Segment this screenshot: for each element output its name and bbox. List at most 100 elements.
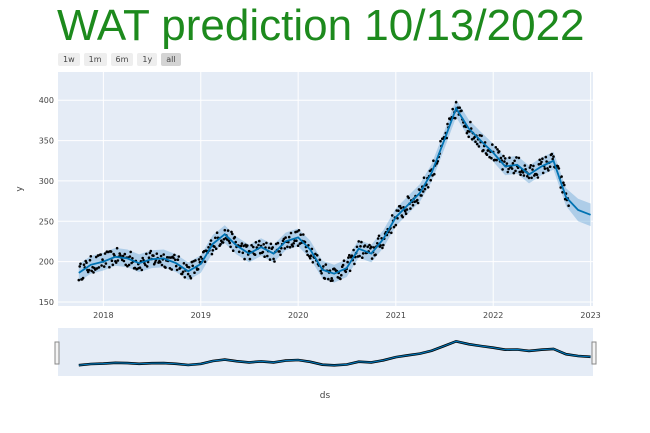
observed-point — [122, 259, 126, 263]
observed-point — [164, 266, 167, 269]
observed-point — [226, 229, 230, 232]
observed-point — [429, 178, 433, 182]
observed-point — [253, 253, 257, 256]
observed-point — [138, 266, 142, 270]
observed-point — [456, 106, 460, 109]
observed-point — [495, 158, 498, 162]
range-button-1y[interactable]: 1y — [137, 53, 158, 66]
observed-point — [211, 249, 215, 252]
observed-point — [474, 140, 477, 143]
observed-point — [197, 258, 201, 261]
observed-point — [460, 109, 463, 112]
observed-point — [119, 254, 122, 257]
x-tick-label: 2021 — [386, 311, 406, 320]
observed-point — [562, 181, 565, 184]
range-button-1m[interactable]: 1m — [83, 53, 107, 66]
observed-point — [115, 246, 119, 250]
y-tick-label: 400 — [39, 96, 54, 105]
range-slider[interactable] — [58, 328, 593, 376]
observed-point — [374, 253, 377, 256]
observed-point — [532, 164, 535, 168]
observed-point — [82, 263, 86, 267]
observed-point — [78, 265, 81, 268]
observed-point — [546, 167, 549, 170]
range-button-6m[interactable]: 6m — [110, 53, 134, 66]
observed-point — [108, 265, 111, 269]
observed-point — [129, 250, 132, 254]
observed-point — [490, 156, 493, 160]
observed-point — [315, 254, 319, 257]
range-button-all[interactable]: all — [161, 53, 181, 66]
observed-point — [454, 100, 458, 104]
observed-point — [176, 258, 180, 262]
observed-point — [538, 158, 541, 162]
observed-point — [359, 245, 362, 248]
observed-point — [407, 196, 411, 200]
observed-point — [423, 187, 427, 191]
observed-point — [390, 214, 394, 217]
observed-point — [420, 194, 423, 197]
observed-point — [421, 190, 425, 193]
observed-point — [153, 261, 157, 264]
observed-point — [103, 252, 107, 255]
observed-point — [318, 258, 322, 262]
observed-point — [399, 206, 403, 210]
observed-point — [99, 253, 102, 256]
observed-point — [97, 266, 101, 269]
observed-point — [288, 245, 292, 249]
observed-point — [517, 156, 521, 160]
observed-point — [241, 251, 245, 255]
observed-point — [506, 170, 510, 174]
observed-point — [401, 215, 405, 219]
observed-point — [289, 231, 293, 235]
observed-point — [341, 263, 345, 267]
observed-point — [340, 273, 343, 277]
observed-point — [475, 142, 479, 146]
observed-point — [250, 244, 253, 247]
observed-point — [155, 252, 159, 255]
observed-point — [140, 268, 144, 272]
observed-point — [482, 148, 485, 152]
observed-point — [257, 243, 260, 247]
observed-point — [363, 244, 367, 247]
observed-point — [292, 242, 296, 245]
observed-point — [541, 157, 544, 160]
range-slider-right-handle[interactable] — [591, 341, 597, 365]
observed-point — [433, 172, 436, 176]
observed-point — [394, 223, 398, 227]
observed-point — [531, 168, 534, 171]
observed-point — [426, 186, 430, 189]
observed-point — [405, 208, 409, 211]
observed-point — [79, 262, 82, 266]
observed-point — [88, 258, 92, 262]
observed-point — [124, 263, 127, 267]
y-tick-label: 200 — [39, 258, 54, 267]
observed-point — [485, 153, 489, 156]
observed-point — [511, 162, 515, 165]
observed-point — [174, 264, 178, 268]
observed-point — [370, 257, 374, 260]
observed-point — [416, 201, 420, 205]
observed-point — [469, 120, 472, 124]
observed-point — [422, 176, 426, 179]
observed-point — [536, 176, 540, 179]
observed-point — [219, 243, 222, 246]
observed-point — [240, 242, 244, 245]
observed-point — [170, 268, 173, 271]
observed-point — [287, 235, 291, 239]
observed-point — [439, 139, 442, 143]
observed-point — [523, 164, 527, 167]
observed-point — [237, 250, 241, 254]
observed-point — [404, 212, 408, 215]
observed-point — [144, 263, 147, 267]
observed-point — [368, 243, 371, 247]
observed-point — [497, 150, 501, 153]
observed-point — [173, 253, 176, 257]
observed-point — [530, 176, 533, 180]
range-slider-left-handle[interactable] — [54, 341, 60, 365]
observed-point — [114, 261, 118, 264]
x-tick-label: 2020 — [288, 311, 308, 320]
observed-point — [123, 252, 127, 256]
range-button-1w[interactable]: 1w — [58, 53, 80, 66]
observed-point — [503, 160, 506, 163]
